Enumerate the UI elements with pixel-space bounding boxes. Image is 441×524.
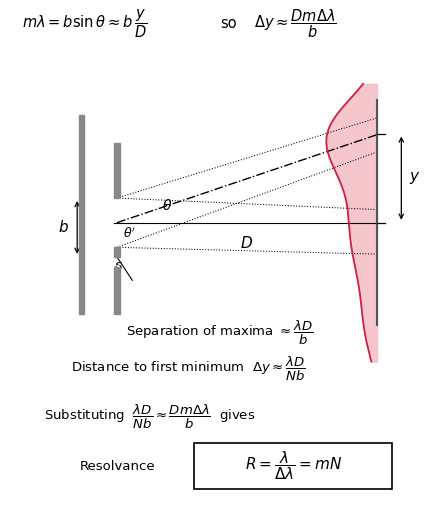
Text: $y$: $y$ xyxy=(409,170,420,186)
Bar xyxy=(79,115,84,314)
Text: Substituting  $\dfrac{\lambda D}{Nb} \approx \dfrac{Dm\Delta\lambda}{b}$  gives: Substituting $\dfrac{\lambda D}{Nb} \app… xyxy=(44,402,255,431)
Text: $b$: $b$ xyxy=(59,220,69,235)
Text: $D$: $D$ xyxy=(240,235,254,250)
FancyBboxPatch shape xyxy=(194,443,392,489)
Text: Separation of maxima $\approx \dfrac{\lambda D}{b}$: Separation of maxima $\approx \dfrac{\la… xyxy=(126,319,313,347)
Text: Resolvance: Resolvance xyxy=(79,460,155,473)
Text: $\Delta y \approx \dfrac{Dm\Delta\lambda}{b}$: $\Delta y \approx \dfrac{Dm\Delta\lambda… xyxy=(254,7,336,40)
Bar xyxy=(114,267,120,314)
Bar xyxy=(114,143,120,198)
Text: $\theta'$: $\theta'$ xyxy=(123,227,136,242)
Text: $\delta$: $\delta$ xyxy=(113,261,123,275)
Text: $R = \dfrac{\lambda}{\Delta\lambda} = mN$: $R = \dfrac{\lambda}{\Delta\lambda} = mN… xyxy=(245,450,342,482)
Bar xyxy=(114,247,120,257)
Text: Distance to first minimum  $\Delta y \approx \dfrac{\lambda D}{Nb}$: Distance to first minimum $\Delta y \app… xyxy=(71,355,305,384)
Text: $m\lambda = b\sin\theta \approx b\,\dfrac{y}{D}$: $m\lambda = b\sin\theta \approx b\,\dfra… xyxy=(22,7,147,40)
Text: so: so xyxy=(220,16,237,31)
Text: $\theta$: $\theta$ xyxy=(162,199,173,213)
